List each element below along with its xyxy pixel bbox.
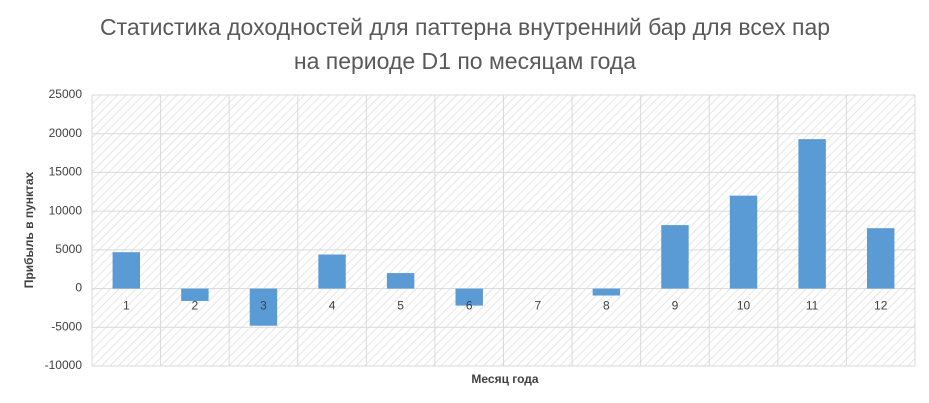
y-tick-label: 0 — [75, 281, 82, 295]
y-tick-label: 20000 — [49, 126, 83, 140]
x-axis-label: Месяц года — [471, 372, 539, 386]
y-tick-label: 25000 — [49, 87, 83, 101]
bar — [661, 225, 689, 289]
x-tick-label: 9 — [672, 299, 679, 313]
x-tick-label: 5 — [397, 299, 404, 313]
bar — [729, 195, 758, 289]
bar — [112, 252, 141, 289]
bar — [455, 288, 483, 306]
y-tick-label: 10000 — [49, 203, 83, 217]
x-tick-label: 2 — [192, 299, 199, 313]
x-tick-label: 3 — [260, 299, 267, 313]
bar — [798, 139, 826, 289]
x-tick-label: 12 — [874, 299, 888, 313]
bar — [318, 254, 346, 289]
chart-title: Статистика доходностей для паттерна внут… — [99, 14, 831, 74]
bar — [181, 288, 209, 301]
bar — [249, 288, 278, 326]
bar — [592, 288, 621, 296]
x-tick-label: 1 — [123, 299, 130, 313]
y-tick-label: 15000 — [49, 165, 83, 179]
y-tick-label: -10000 — [45, 358, 83, 372]
x-tick-label: 8 — [603, 299, 610, 313]
y-axis-label: Прибыль в пунктах — [22, 171, 36, 288]
y-tick-label: -5000 — [51, 319, 82, 333]
x-tick-label: 4 — [329, 299, 336, 313]
bar — [386, 273, 415, 289]
x-tick-label: 6 — [466, 299, 473, 313]
x-tick-label: 7 — [534, 299, 541, 313]
bar — [866, 228, 895, 289]
x-tick-label: 11 — [806, 299, 819, 313]
y-tick-label: 5000 — [55, 242, 82, 256]
x-tick-label: 10 — [737, 299, 751, 313]
